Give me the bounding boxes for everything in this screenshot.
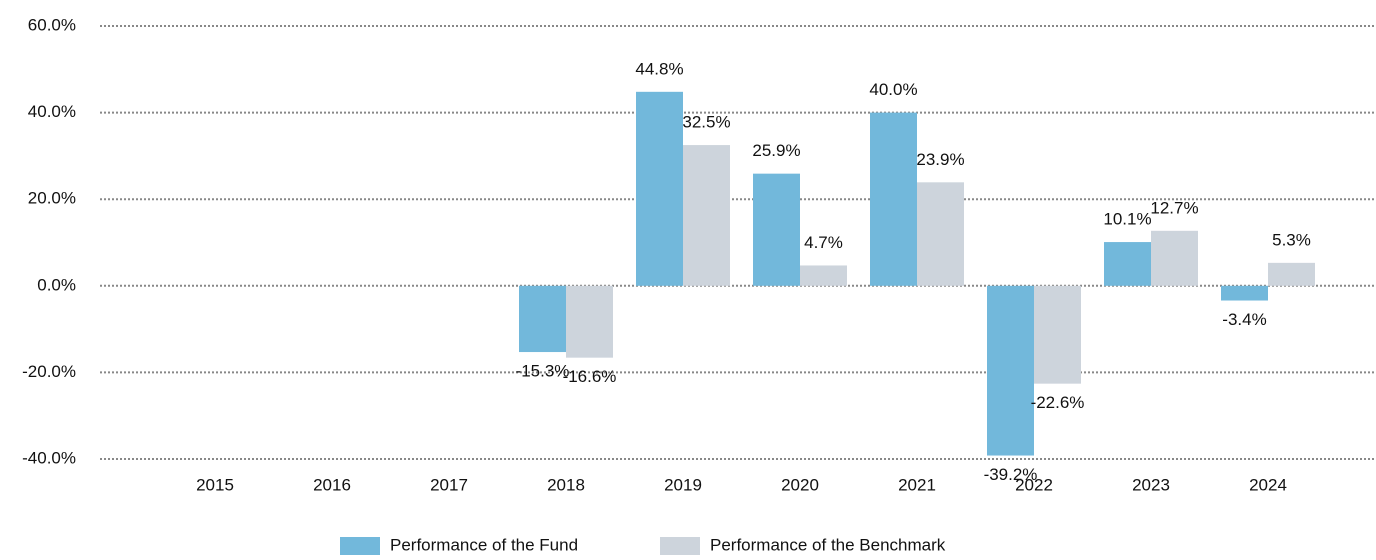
bar <box>683 145 730 286</box>
data-label: 10.1% <box>1103 210 1151 229</box>
x-tick-label: 2021 <box>898 475 936 494</box>
x-tick-label: 2020 <box>781 475 819 494</box>
bar <box>1268 262 1315 286</box>
bar <box>1221 285 1268 301</box>
legend-swatch <box>340 537 380 555</box>
x-tick-label: 2017 <box>430 475 468 494</box>
y-tick-label: 0.0% <box>37 275 76 294</box>
legend-swatch <box>660 537 700 555</box>
data-label: -16.6% <box>563 367 617 386</box>
data-label: 4.7% <box>804 233 843 252</box>
legend-label: Performance of the Fund <box>390 535 578 554</box>
x-tick-label: 2022 <box>1015 475 1053 494</box>
y-tick-label: 20.0% <box>28 189 76 208</box>
bar <box>987 285 1034 456</box>
x-tick-label: 2023 <box>1132 475 1170 494</box>
data-label: -39.2% <box>984 465 1038 484</box>
legend-label: Performance of the Benchmark <box>710 535 946 554</box>
data-label: 40.0% <box>869 80 917 99</box>
bar <box>519 285 566 353</box>
data-label: 12.7% <box>1150 198 1198 217</box>
bar <box>1034 285 1081 384</box>
data-label: 23.9% <box>916 150 964 169</box>
y-tick-label: 60.0% <box>28 15 76 34</box>
bar <box>1151 230 1198 286</box>
data-label: -15.3% <box>516 362 570 381</box>
bar <box>917 182 964 286</box>
x-tick-label: 2019 <box>664 475 702 494</box>
x-tick-label: 2015 <box>196 475 234 494</box>
data-label: 32.5% <box>682 113 730 132</box>
data-label: 44.8% <box>635 59 683 78</box>
y-tick-label: -20.0% <box>22 362 76 381</box>
data-label: -22.6% <box>1031 393 1085 412</box>
data-label: -3.4% <box>1222 310 1266 329</box>
bar <box>870 112 917 286</box>
bar <box>566 285 613 358</box>
x-tick-label: 2024 <box>1249 475 1287 494</box>
data-label: 5.3% <box>1272 230 1311 249</box>
bar <box>1104 242 1151 286</box>
x-tick-label: 2016 <box>313 475 351 494</box>
y-tick-label: -40.0% <box>22 448 76 467</box>
bar <box>636 91 683 286</box>
x-tick-label: 2018 <box>547 475 585 494</box>
bar <box>753 173 800 286</box>
y-tick-label: 40.0% <box>28 102 76 121</box>
data-label: 25.9% <box>752 141 800 160</box>
bar <box>800 265 847 286</box>
